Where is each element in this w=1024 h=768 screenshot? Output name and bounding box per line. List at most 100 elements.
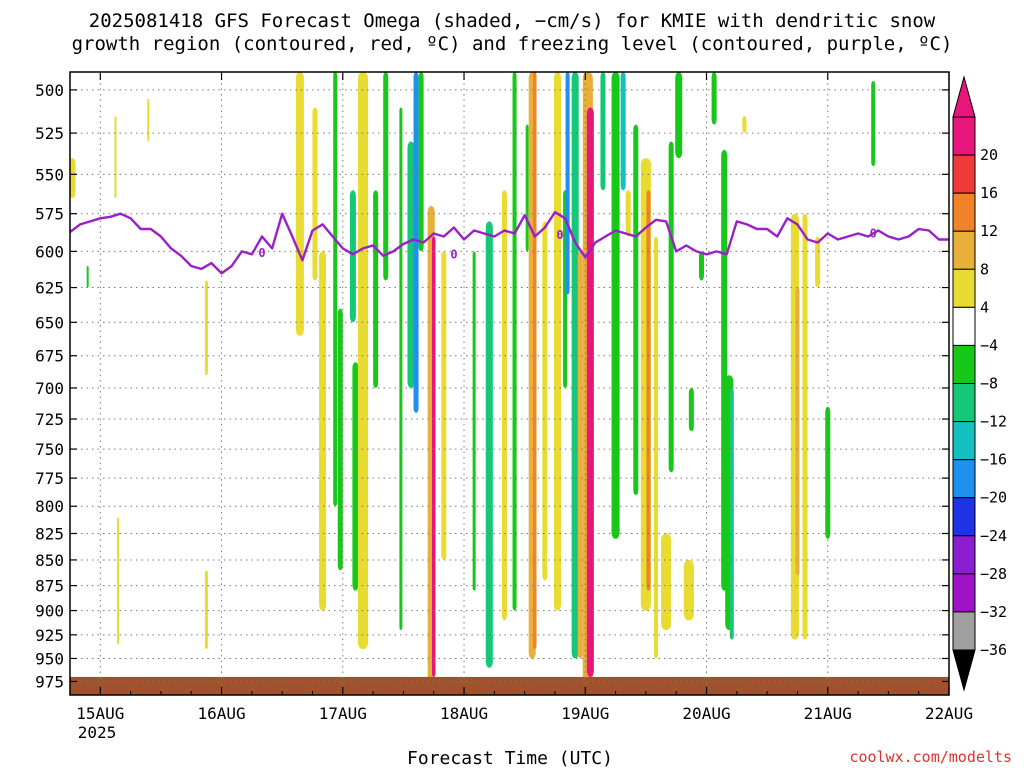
x-tick-label: 20AUG: [682, 704, 730, 723]
chart-title-line-2: growth region (contoured, red, ºC) and f…: [72, 33, 953, 55]
colorbar-under-triangle: [952, 649, 976, 692]
omega-feature: [485, 221, 493, 668]
omega-feature: [625, 190, 631, 237]
x-tick-label: 19AUG: [561, 704, 609, 723]
omega-feature: [802, 213, 808, 640]
chart-title-line-1: 2025081418 GFS Forecast Omega (shaded, −…: [89, 10, 936, 32]
omega-feature: [698, 251, 704, 281]
colorbar-label: −12: [980, 413, 1007, 431]
colorbar-label: −24: [980, 527, 1007, 545]
colorbar-label: −16: [980, 451, 1007, 469]
colorbar-bin: [952, 611, 976, 651]
omega-feature: [661, 533, 672, 631]
omega-feature: [571, 72, 579, 659]
y-tick-label: 575: [35, 205, 64, 224]
omega-feature: [512, 72, 517, 611]
omega-feature: [729, 387, 734, 640]
freezing-level-contour: 0 0 0 0: [70, 211, 949, 275]
y-tick-label: 550: [35, 165, 64, 184]
x-tick-label: 17AUG: [319, 704, 367, 723]
omega-feature: [333, 72, 338, 507]
colorbar-bin: [952, 344, 976, 384]
y-tick-label: 700: [35, 379, 64, 398]
omega-feature: [147, 98, 150, 142]
y-tick-label: 775: [35, 469, 64, 488]
y-tick-label: 500: [35, 81, 64, 100]
y-tick-label: 925: [35, 626, 64, 645]
omega-feature: [646, 190, 651, 591]
freezing-level-label: 0: [870, 227, 877, 241]
omega-feature: [711, 72, 717, 125]
omega-feature: [871, 80, 876, 167]
omega-feature: [683, 559, 694, 621]
y-tick-label: 750: [35, 440, 64, 459]
omega-feature: [441, 251, 447, 560]
omega-feature: [431, 236, 436, 677]
x-axis-label: Forecast Time (UTC): [407, 748, 613, 768]
omega-feature: [586, 107, 594, 677]
omega-feature: [815, 236, 821, 288]
omega-feature: [352, 362, 359, 591]
colorbar-bin: [952, 421, 976, 461]
x-tick-label: 15AUG: [76, 704, 124, 723]
omega-feature: [501, 190, 507, 621]
y-tick-label: 875: [35, 577, 64, 596]
colorbar-bin: [952, 306, 976, 346]
omega-feature: [620, 72, 626, 191]
omega-feature: [611, 72, 620, 539]
y-tick-label: 800: [35, 497, 64, 516]
y-axis: 500 525 550 575 600 625 650 675 700 725 750 775 800 8…: [35, 81, 949, 691]
omega-feature: [688, 387, 694, 432]
omega-feature: [413, 72, 419, 413]
x-axis: 15AUG 16AUG 17AUG 18AUG 19AUG 20AUG 21AUG 22AUG: [76, 72, 973, 723]
omega-feature: [357, 72, 369, 650]
colorbar-label: 12: [980, 222, 998, 240]
omega-feature: [565, 72, 570, 295]
omega-feature: [70, 158, 76, 199]
x-tick-label: 22AUG: [925, 704, 973, 723]
omega-feature: [86, 266, 89, 288]
colorbar-bin: [952, 497, 976, 537]
colorbar-label: −32: [980, 603, 1007, 621]
omega-feature: [542, 221, 548, 581]
y-tick-label: 950: [35, 649, 64, 668]
omega-feature: [653, 236, 659, 659]
omega-feature: [295, 72, 304, 336]
omega-feature: [418, 72, 424, 252]
omega-feature: [399, 107, 403, 631]
omega-feature: [633, 124, 639, 496]
x-year-label: 2025: [78, 723, 117, 742]
omega-feature: [116, 517, 119, 645]
colorbar-over-triangle: [952, 75, 976, 118]
colorbar-label: 20: [980, 146, 998, 164]
omega-feature: [337, 308, 343, 571]
omega-feature: [204, 570, 208, 650]
y-tick-label: 600: [35, 242, 64, 261]
y-tick-label: 725: [35, 410, 64, 429]
freezing-level-line: [70, 211, 949, 275]
omega-feature: [825, 406, 831, 539]
colorbar-label: −20: [980, 489, 1007, 507]
colorbar-bin: [952, 535, 976, 575]
y-tick-label: 850: [35, 551, 64, 570]
omega-feature: [668, 141, 674, 473]
gridlines: [70, 72, 949, 695]
colorbar-label: 16: [980, 184, 998, 202]
colorbar-bin: [952, 154, 976, 194]
omega-feature: [532, 72, 537, 650]
colorbar-bin: [952, 459, 976, 499]
omega-feature: [553, 72, 562, 611]
colorbar-bin: [952, 230, 976, 270]
omega-feature: [319, 251, 327, 611]
omega-feature: [525, 124, 529, 252]
colorbar-label: 4: [980, 298, 989, 316]
omega-shading: [70, 72, 876, 687]
colorbar-label: −28: [980, 565, 1007, 583]
x-tick-label: 21AUG: [804, 704, 852, 723]
colorbar-bin: [952, 192, 976, 232]
ground-strip: [70, 676, 949, 695]
y-tick-label: 825: [35, 524, 64, 543]
omega-feature: [349, 190, 356, 323]
freezing-level-label: 0: [556, 228, 563, 242]
